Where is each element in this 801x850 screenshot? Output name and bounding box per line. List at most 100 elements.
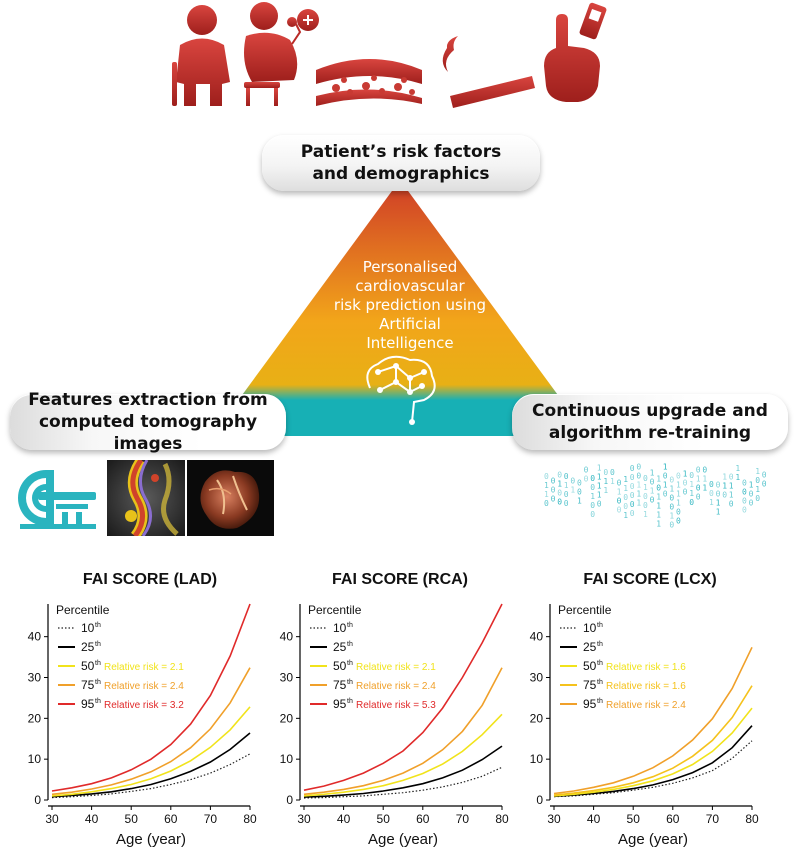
binary-digit: 0 (630, 464, 635, 473)
binary-digit: 1 (650, 469, 655, 478)
legend-label: 50 (583, 659, 597, 673)
binary-digit: 0 (742, 478, 747, 487)
legend-label-sup: th (597, 679, 603, 686)
legend-label-sup: th (347, 660, 353, 667)
binary-digit: 1 (676, 489, 681, 498)
x-tick-label: 80 (243, 812, 257, 826)
legend-label: 75 (583, 678, 597, 692)
binary-digit: 0 (683, 487, 688, 496)
risk-factors-line1: Patient’s risk factors (300, 142, 502, 162)
binary-digit: 1 (623, 475, 628, 484)
binary-digit: 1 (729, 481, 734, 490)
binary-digit: 0 (643, 501, 648, 510)
y-tick-label: 30 (280, 671, 294, 685)
binary-digit: 0 (610, 468, 615, 477)
cigarette-icon (442, 36, 535, 108)
binary-digit: 0 (630, 473, 635, 482)
binary-digit: 1 (683, 469, 688, 478)
ct-scanner-icon (18, 470, 96, 529)
binary-digit: 0 (584, 474, 589, 483)
binary-digit: 0 (590, 501, 595, 510)
legend-label-sup: th (597, 641, 603, 648)
binary-digit: 0 (669, 502, 674, 511)
binary-digit: 0 (689, 498, 694, 507)
binary-digit: 1 (709, 498, 714, 507)
binary-digit: 1 (669, 484, 674, 493)
binary-digit: 0 (577, 488, 582, 497)
legend-relative-risk: Relative risk = 3.2 (104, 700, 184, 711)
binary-digit: 1 (650, 487, 655, 496)
binary-digit: 0 (742, 487, 747, 496)
binary-digit: 0 (544, 472, 549, 481)
binary-digit: 0 (696, 465, 701, 474)
binary-digit: 1 (669, 511, 674, 520)
legend-label-sup: th (95, 641, 101, 648)
x-tick-label: 80 (745, 812, 759, 826)
series-line-10 (51, 753, 251, 799)
chart-rca: 0 10 20 30 40 30 40 50 60 70 80 Age (year) Percentil… (280, 603, 509, 848)
y-tick-label: 20 (530, 711, 544, 725)
binary-digit: 0 (716, 480, 721, 489)
series-line-95 (553, 646, 753, 795)
binary-digit: 0 (696, 483, 701, 492)
binary-digit: 1 (702, 484, 707, 493)
binary-digit: 1 (603, 477, 608, 486)
legend-label: 95 (81, 697, 95, 711)
series-line-10 (553, 740, 753, 798)
binary-digit: 1 (636, 490, 641, 499)
binary-digit: 0 (755, 476, 760, 485)
binary-digit: 1 (735, 464, 740, 473)
binary-digit: 1 (755, 467, 760, 476)
legend-label: 10 (333, 621, 347, 635)
binary-digit: 1 (577, 497, 582, 506)
y-tick-label: 40 (28, 630, 42, 644)
binary-digit: 0 (749, 499, 754, 508)
binary-digit: 0 (570, 476, 575, 485)
x-tick-label: 60 (164, 812, 178, 826)
binary-digit: 1 (544, 490, 549, 499)
binary-digit: 0 (551, 495, 556, 504)
legend-label: 25 (81, 640, 95, 654)
binary-digit: 1 (557, 480, 562, 489)
series-line-25 (553, 725, 753, 798)
binary-digit: 1 (702, 475, 707, 484)
binary-digit: 0 (617, 505, 622, 514)
binary-digit: 0 (676, 516, 681, 525)
binary-digit: 1 (656, 493, 661, 502)
binary-digit: 1 (656, 502, 661, 511)
series-line-75 (553, 685, 753, 796)
x-tick-label: 70 (706, 812, 720, 826)
binary-digit: 1 (590, 492, 595, 501)
binary-digit: 0 (709, 480, 714, 489)
legend-label: 25 (333, 640, 347, 654)
continuous-upgrade-box: Continuous upgrade and algorithm re-trai… (512, 394, 788, 450)
legend-relative-risk: Relative risk = 2.4 (356, 681, 436, 692)
legend-label-sup: th (95, 698, 101, 705)
legend-label-sup: th (95, 679, 101, 686)
binary-digit: 0 (551, 477, 556, 486)
series-line-50 (303, 713, 503, 797)
binary-digit: 0 (742, 505, 747, 514)
y-tick-label: 30 (28, 671, 42, 685)
binary-digit: 1 (663, 481, 668, 490)
binary-digit: 1 (617, 487, 622, 496)
binary-digit: 1 (544, 481, 549, 490)
binary-digit: 0 (630, 509, 635, 518)
legend-relative-risk: Relative risk = 2.1 (104, 662, 184, 673)
binary-digit: 0 (762, 480, 767, 489)
legend-label-sup: th (95, 622, 101, 629)
upgrade-line1: Continuous upgrade and (532, 401, 768, 421)
binary-digit: 1 (689, 480, 694, 489)
chart-title-lad: FAI SCORE (LAD) (82, 571, 218, 588)
ai-prediction-text: Personalised cardiovascular risk predict… (330, 258, 490, 353)
binary-digit: 1 (623, 484, 628, 493)
x-axis-label: Age (year) (618, 831, 688, 848)
center-line-2: cardiovascular (355, 277, 465, 295)
legend-label-sup: th (347, 622, 353, 629)
binary-digit: 0 (689, 471, 694, 480)
binary-digit: 0 (702, 466, 707, 475)
binary-digit: 1 (696, 474, 701, 483)
binary-digit: 0 (590, 483, 595, 492)
heart-3d-image (187, 460, 274, 536)
binary-digit: 1 (623, 511, 628, 520)
